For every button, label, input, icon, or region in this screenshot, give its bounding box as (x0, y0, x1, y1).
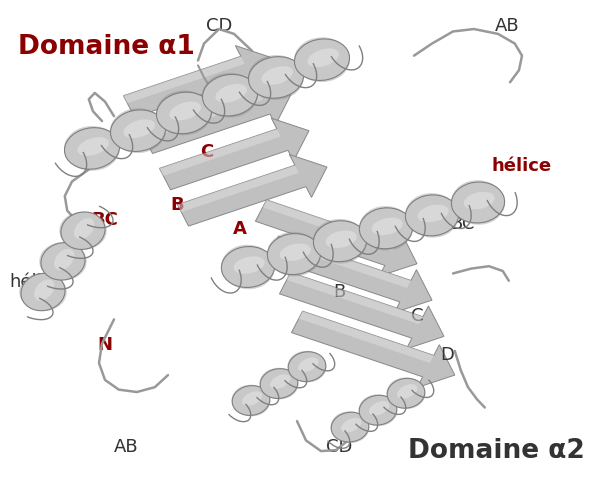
Polygon shape (268, 236, 432, 313)
Ellipse shape (307, 48, 339, 67)
Ellipse shape (64, 128, 119, 169)
Ellipse shape (268, 234, 320, 274)
Text: hélice: hélice (492, 157, 552, 175)
Ellipse shape (34, 279, 55, 301)
Text: Domaine α1: Domaine α1 (18, 34, 195, 60)
Polygon shape (299, 311, 455, 375)
Ellipse shape (451, 180, 505, 225)
Ellipse shape (110, 108, 166, 153)
Ellipse shape (359, 395, 397, 425)
Ellipse shape (288, 352, 326, 381)
Text: D: D (140, 119, 154, 136)
Ellipse shape (451, 182, 505, 223)
Polygon shape (124, 45, 273, 117)
Text: B: B (170, 196, 184, 214)
Ellipse shape (397, 384, 418, 399)
Polygon shape (160, 118, 309, 176)
Ellipse shape (221, 245, 275, 289)
Ellipse shape (406, 195, 458, 236)
Ellipse shape (19, 273, 67, 311)
Text: Domaine α2: Domaine α2 (408, 438, 585, 464)
Ellipse shape (242, 391, 262, 406)
Ellipse shape (331, 411, 370, 443)
Ellipse shape (233, 257, 265, 274)
Ellipse shape (248, 55, 304, 100)
Ellipse shape (313, 219, 367, 263)
Ellipse shape (331, 412, 369, 442)
Ellipse shape (64, 126, 120, 171)
Ellipse shape (169, 102, 201, 121)
Ellipse shape (464, 192, 495, 209)
Ellipse shape (39, 242, 87, 280)
Ellipse shape (221, 246, 275, 287)
Ellipse shape (418, 205, 449, 222)
Polygon shape (275, 236, 432, 300)
Ellipse shape (21, 273, 65, 311)
Ellipse shape (341, 418, 361, 433)
Polygon shape (178, 154, 327, 212)
Polygon shape (280, 272, 444, 349)
Text: A: A (233, 220, 247, 238)
Polygon shape (142, 82, 291, 139)
Text: BC: BC (92, 211, 118, 228)
Ellipse shape (386, 378, 425, 409)
Ellipse shape (280, 243, 311, 261)
Text: C: C (200, 143, 214, 161)
Ellipse shape (313, 221, 367, 262)
Ellipse shape (359, 394, 397, 426)
Ellipse shape (359, 206, 413, 251)
Ellipse shape (359, 208, 413, 249)
Ellipse shape (59, 212, 107, 250)
Polygon shape (160, 118, 309, 190)
Text: AB: AB (494, 17, 520, 35)
Ellipse shape (294, 37, 350, 82)
Ellipse shape (110, 110, 166, 151)
Ellipse shape (74, 218, 94, 240)
Ellipse shape (287, 351, 326, 382)
Ellipse shape (405, 193, 459, 238)
Ellipse shape (157, 92, 212, 134)
Ellipse shape (54, 249, 74, 270)
Ellipse shape (202, 73, 258, 118)
Ellipse shape (260, 369, 298, 398)
Text: CD: CD (326, 438, 352, 456)
Polygon shape (263, 200, 417, 264)
Ellipse shape (298, 357, 319, 372)
Text: hélice: hélice (9, 273, 63, 291)
Ellipse shape (262, 66, 293, 85)
Ellipse shape (202, 75, 257, 116)
Polygon shape (287, 272, 444, 336)
Polygon shape (178, 154, 327, 226)
Text: D: D (440, 346, 454, 364)
Ellipse shape (77, 137, 109, 156)
Polygon shape (142, 82, 291, 153)
Ellipse shape (267, 232, 321, 276)
Ellipse shape (371, 218, 403, 235)
Text: AB: AB (113, 438, 139, 456)
Ellipse shape (326, 230, 357, 248)
Ellipse shape (41, 242, 85, 280)
Ellipse shape (369, 401, 389, 416)
Ellipse shape (248, 57, 304, 98)
Text: CD: CD (206, 17, 232, 35)
Ellipse shape (156, 91, 212, 136)
Polygon shape (292, 311, 455, 388)
Text: C: C (411, 307, 423, 325)
Ellipse shape (270, 374, 290, 389)
Ellipse shape (260, 368, 298, 399)
Ellipse shape (232, 386, 270, 415)
Text: B: B (333, 283, 345, 301)
Ellipse shape (61, 212, 105, 249)
Polygon shape (124, 45, 273, 103)
Ellipse shape (387, 378, 425, 408)
Text: BC: BC (450, 215, 474, 233)
Ellipse shape (215, 84, 247, 103)
Text: N: N (97, 336, 113, 354)
Ellipse shape (232, 385, 271, 416)
Ellipse shape (295, 39, 350, 80)
Polygon shape (256, 200, 417, 276)
Text: A: A (297, 254, 309, 272)
Ellipse shape (124, 120, 155, 138)
